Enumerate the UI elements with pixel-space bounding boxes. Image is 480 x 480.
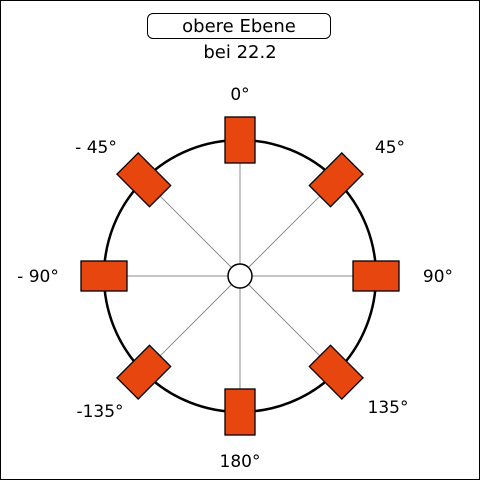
angle-label-45: 45° [375, 138, 405, 158]
speaker-minus-45 [116, 152, 172, 208]
angle-label-minus-135: -135° [76, 402, 123, 422]
angle-label-minus-45: - 45° [75, 138, 117, 158]
layer-title: obere Ebene [147, 13, 331, 39]
angle-label-90: 90° [423, 267, 453, 287]
speaker-0 [224, 116, 256, 164]
speaker-45 [308, 152, 364, 208]
speaker-135 [308, 344, 364, 400]
angle-label-180: 180° [220, 452, 261, 472]
angle-label-0: 0° [230, 85, 249, 105]
angle-label-135: 135° [368, 398, 409, 418]
speakers [80, 116, 400, 436]
angle-label-minus-90: - 90° [17, 267, 59, 287]
listener-position [227, 263, 253, 289]
position-label: bei 22.2 [203, 42, 277, 63]
angle-labels: 0° 45° 90° 135° 180° -135° - 90° - 45° [17, 85, 453, 472]
speaker-90 [352, 260, 400, 292]
speaker-minus-90 [80, 260, 128, 292]
speaker-minus-135 [116, 344, 172, 400]
speaker-180 [224, 388, 256, 436]
